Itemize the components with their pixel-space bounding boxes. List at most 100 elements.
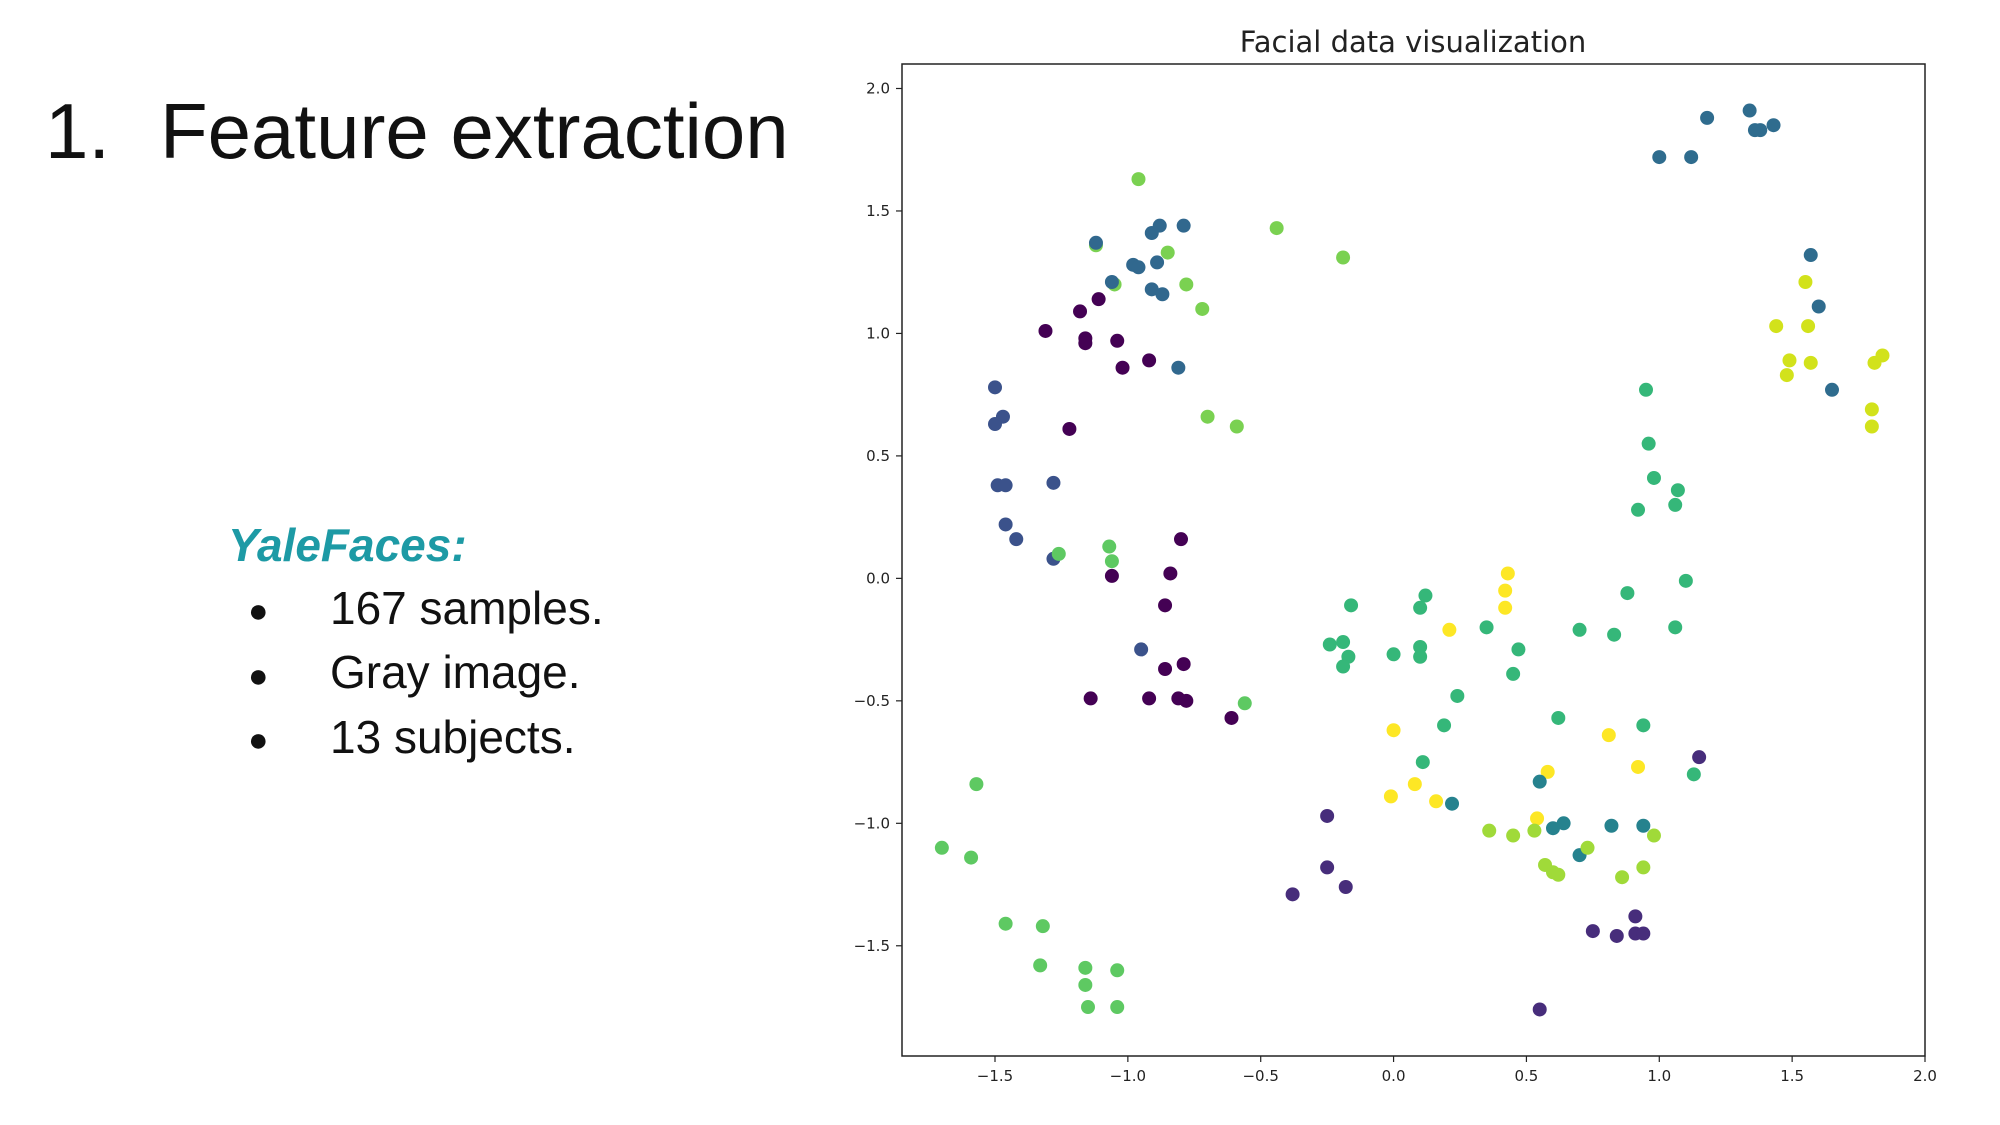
data-point	[1678, 573, 1693, 588]
slide-title-number: 1.	[45, 87, 111, 175]
data-point	[1766, 118, 1781, 133]
data-point	[988, 380, 1002, 395]
data-point	[1686, 767, 1701, 782]
y-tick-label: 1.0	[866, 324, 890, 342]
data-point	[1631, 759, 1646, 774]
data-point	[1383, 789, 1398, 804]
data-point	[1556, 816, 1571, 831]
data-point	[1195, 301, 1210, 316]
data-point	[1607, 627, 1622, 642]
data-point	[1158, 598, 1173, 613]
data-point	[1322, 637, 1337, 652]
x-tick-label: 1.0	[1647, 1067, 1671, 1085]
data-point	[1386, 647, 1401, 662]
data-points	[934, 103, 1890, 1017]
data-point	[1450, 688, 1465, 703]
data-point	[1779, 368, 1794, 383]
data-point	[1033, 958, 1048, 973]
data-point	[1646, 470, 1661, 485]
data-point	[1160, 245, 1175, 260]
data-point	[1636, 818, 1651, 833]
y-tick-label: 0.0	[866, 569, 890, 587]
data-point	[1073, 304, 1088, 319]
data-point	[1551, 867, 1566, 882]
data-point	[1083, 691, 1098, 706]
data-point	[1102, 539, 1117, 554]
data-point	[1668, 497, 1683, 512]
data-point	[1237, 696, 1252, 711]
data-point	[1224, 710, 1239, 725]
data-point	[1546, 821, 1560, 836]
data-point	[1320, 808, 1335, 823]
data-point	[1142, 353, 1157, 368]
data-point	[1437, 718, 1452, 733]
chart-title: Facial data visualization	[1240, 25, 1587, 59]
data-point	[1110, 963, 1125, 978]
data-point	[1551, 710, 1566, 725]
x-tick-label: 0.5	[1514, 1067, 1538, 1085]
data-point	[1418, 588, 1433, 603]
data-point	[1142, 691, 1157, 706]
data-point	[998, 478, 1013, 493]
data-point	[1336, 250, 1351, 265]
data-point	[1753, 123, 1768, 138]
x-tick-label: −1.0	[1110, 1067, 1146, 1085]
data-point	[1532, 774, 1547, 789]
data-point	[1078, 977, 1093, 992]
data-point	[1684, 150, 1699, 165]
data-point	[1179, 693, 1194, 708]
data-point	[1511, 642, 1526, 657]
bullet-icon: ●	[248, 656, 269, 695]
plot-frame	[901, 63, 1926, 1057]
data-point	[1615, 870, 1630, 885]
dataset-facts-list: ● 167 samples. ● Gray image. ● 13 subjects.	[248, 578, 604, 771]
data-point	[1104, 554, 1119, 569]
data-point	[1229, 419, 1244, 434]
data-point	[1158, 661, 1173, 676]
data-point	[1527, 823, 1542, 838]
y-tick-label: −1.0	[854, 814, 890, 832]
data-point	[1506, 666, 1521, 681]
y-tick-label: 0.5	[866, 447, 890, 465]
list-item-text: 167 samples.	[330, 582, 604, 634]
list-item: ● Gray image.	[248, 642, 604, 706]
data-point	[1801, 319, 1816, 334]
y-tick-label: −1.5	[854, 937, 890, 955]
data-point	[1269, 221, 1284, 236]
data-point	[969, 777, 984, 792]
data-point	[1285, 887, 1300, 902]
data-point	[1144, 282, 1159, 297]
data-point	[1700, 110, 1715, 125]
data-point	[1413, 639, 1428, 654]
slide-title-text: Feature extraction	[160, 87, 789, 175]
data-point	[964, 850, 979, 865]
data-point	[1864, 402, 1879, 417]
data-point	[1639, 382, 1653, 397]
data-point	[1445, 796, 1460, 811]
data-point	[1585, 924, 1600, 939]
data-point	[1407, 777, 1422, 792]
data-point	[1081, 1000, 1095, 1015]
data-point	[1572, 622, 1587, 637]
data-point	[1652, 150, 1667, 165]
data-point	[1798, 274, 1813, 289]
data-point	[1338, 879, 1353, 894]
data-point	[1035, 919, 1050, 934]
data-point	[1825, 382, 1839, 397]
x-tick-label: 1.5	[1780, 1067, 1804, 1085]
data-point	[1104, 274, 1119, 289]
data-point	[1530, 811, 1545, 826]
data-point	[1163, 566, 1178, 581]
data-point	[1601, 728, 1616, 743]
x-tick-label: 0.0	[1382, 1067, 1406, 1085]
data-point	[1155, 287, 1170, 302]
y-tick-label: 2.0	[866, 79, 890, 97]
data-point	[1336, 635, 1351, 650]
data-point	[1415, 755, 1430, 770]
slide-title: 1. Feature extraction	[45, 86, 789, 177]
data-point	[1344, 598, 1359, 613]
list-item: ● 13 subjects.	[248, 707, 604, 771]
data-point	[1131, 260, 1146, 275]
data-point	[1038, 323, 1053, 338]
